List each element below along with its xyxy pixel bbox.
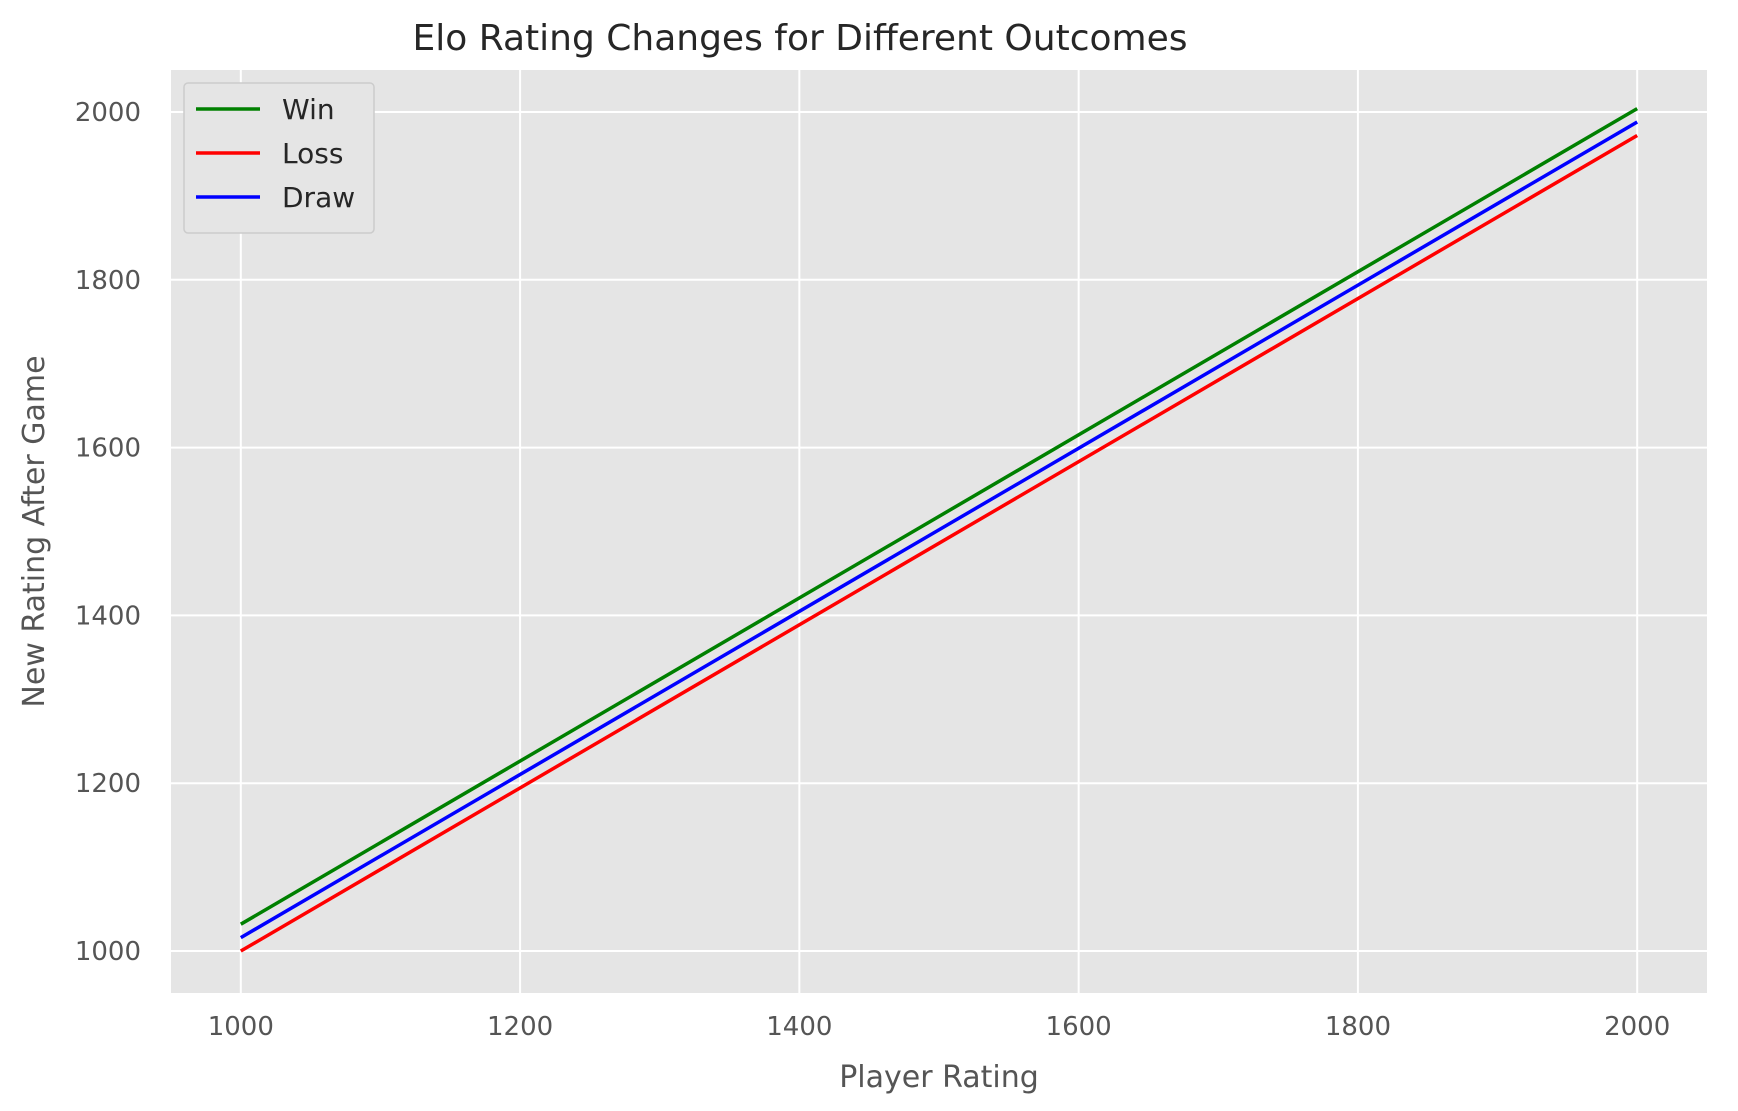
x-tick-label: 1600 — [1046, 1012, 1112, 1042]
y-tick-label: 1800 — [75, 266, 141, 296]
y-tick-label: 1000 — [75, 937, 141, 967]
y-tick-label: 1600 — [75, 434, 141, 464]
legend-label-draw: Draw — [282, 181, 355, 214]
y-tick-label: 2000 — [75, 98, 141, 128]
x-tick-label: 1800 — [1325, 1012, 1391, 1042]
x-tick-label: 1200 — [487, 1012, 553, 1042]
legend-label-win: Win — [282, 93, 335, 126]
x-tick-label: 1400 — [766, 1012, 832, 1042]
y-tick-label: 1200 — [75, 769, 141, 799]
legend-label-loss: Loss — [282, 137, 343, 170]
series-line-win — [239, 107, 1639, 926]
y-tick-label: 1400 — [75, 601, 141, 631]
x-tick-label: 1000 — [208, 1012, 274, 1042]
x-axis-ticks: 1000 1200 1400 1600 1800 2000 — [208, 1012, 1671, 1042]
y-axis-title: New Rating After Game — [17, 355, 52, 707]
y-axis-ticks: 1000 1200 1400 1600 1800 2000 — [75, 98, 141, 967]
x-axis-title: Player Rating — [839, 1060, 1039, 1095]
series-lines — [239, 107, 1639, 953]
series-line-draw — [239, 120, 1639, 940]
grid-lines — [171, 70, 1707, 993]
x-tick-label: 2000 — [1604, 1012, 1670, 1042]
chart-title: Elo Rating Changes for Different Outcome… — [413, 18, 1188, 59]
series-line-loss — [239, 133, 1639, 953]
legend: Win Loss Draw — [183, 82, 375, 234]
